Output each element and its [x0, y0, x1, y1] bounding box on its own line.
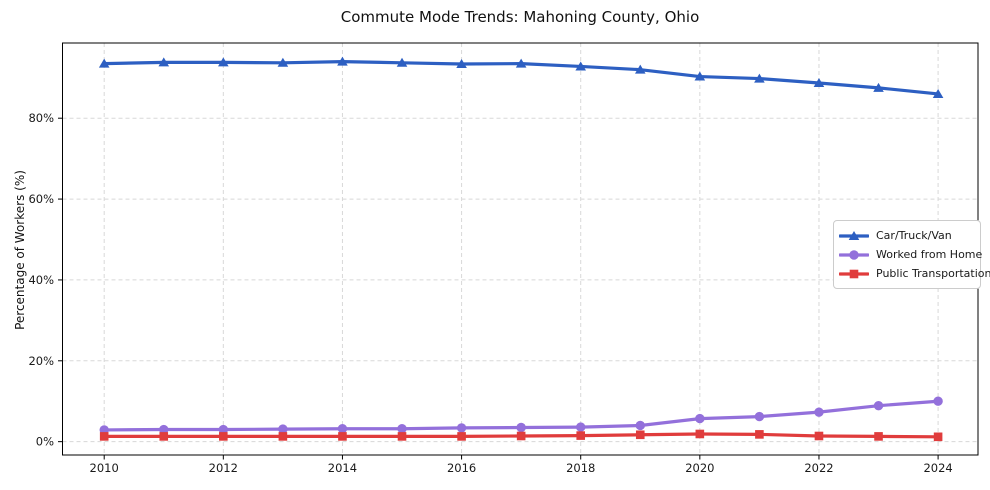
series-car-truck-van [98, 56, 944, 98]
triangle-marker [218, 57, 229, 67]
legend-item-worked-from-home: Worked from Home [839, 245, 982, 264]
legend: Car/Truck/Van Worked from Home Public Tran… [833, 220, 990, 289]
circle-marker [754, 411, 765, 422]
legend-label: Car/Truck/Van [876, 229, 952, 242]
legend-swatch-triangle-icon [839, 230, 869, 240]
circle-marker [456, 423, 467, 433]
square-marker [576, 431, 586, 440]
square-marker [457, 432, 466, 441]
triangle-marker [396, 57, 408, 67]
square-marker [219, 432, 228, 441]
square-marker [99, 432, 109, 441]
square-marker [695, 429, 705, 439]
tick-labels: 2010 2012 2014 2016 2018 2020 2022 2024 0% 20% 40%… [28, 111, 952, 475]
y-tick-label: 80% [28, 111, 54, 125]
triangle-marker [813, 78, 825, 88]
triangle-marker [98, 58, 110, 68]
x-tick-label: 2022 [804, 461, 833, 475]
x-tick-label: 2012 [209, 461, 238, 475]
triangle-marker [158, 57, 170, 67]
x-tick-label: 2010 [90, 461, 119, 475]
circle-marker [849, 249, 859, 260]
x-tick-label: 2018 [566, 461, 595, 475]
square-marker [159, 432, 169, 441]
legend-swatch-square-icon [839, 269, 869, 278]
square-marker [516, 431, 526, 441]
square-marker [635, 430, 645, 440]
series-public-transportation [99, 429, 943, 442]
triangle-marker [634, 64, 646, 74]
circle-marker [695, 413, 705, 424]
square-marker [933, 432, 943, 442]
triangle-marker [277, 57, 289, 67]
circle-marker [635, 420, 645, 431]
square-marker [278, 432, 288, 441]
square-marker [397, 432, 407, 441]
circle-marker [814, 407, 824, 417]
chart-title: Commute Mode Trends: Mahoning County, Oh… [340, 8, 700, 26]
square-marker [874, 432, 883, 441]
y-tick-label: 0% [36, 435, 54, 449]
triangle-marker [337, 56, 348, 66]
circle-marker [218, 424, 229, 435]
triangle-marker [848, 230, 860, 240]
x-tick-label: 2016 [447, 461, 476, 475]
circle-marker [933, 396, 943, 406]
x-tick-label: 2020 [685, 461, 714, 475]
circle-marker [397, 424, 407, 434]
triangle-marker [754, 73, 765, 83]
triangle-marker [575, 61, 587, 71]
y-tick-label: 20% [28, 354, 54, 368]
tick-marks [58, 117, 939, 460]
circle-marker [873, 400, 884, 411]
x-tick-label: 2024 [923, 461, 952, 475]
circle-marker [516, 422, 526, 433]
y-tick-label: 40% [28, 273, 54, 287]
square-marker [814, 431, 824, 441]
legend-label: Public Transportation [876, 267, 990, 280]
y-tick-label: 60% [28, 192, 54, 206]
legend-swatch-circle-icon [839, 249, 869, 260]
circle-marker [159, 424, 169, 435]
triangle-marker [694, 71, 706, 81]
triangle-marker [932, 88, 944, 98]
circle-marker [278, 424, 288, 434]
triangle-marker [456, 59, 467, 69]
legend-item-car-truck-van: Car/Truck/Van [839, 226, 974, 245]
gridlines [62, 43, 978, 455]
square-marker [755, 430, 764, 439]
series-worked-from-home [99, 396, 943, 435]
triangle-marker [515, 58, 527, 68]
triangle-marker [873, 82, 884, 92]
x-tick-label: 2014 [328, 461, 357, 475]
legend-item-public-transportation: Public Transportation [839, 264, 990, 283]
circle-marker [337, 424, 348, 434]
legend-label: Worked from Home [876, 248, 983, 261]
square-marker [338, 432, 347, 441]
circle-marker [576, 422, 586, 432]
square-marker [849, 269, 859, 278]
